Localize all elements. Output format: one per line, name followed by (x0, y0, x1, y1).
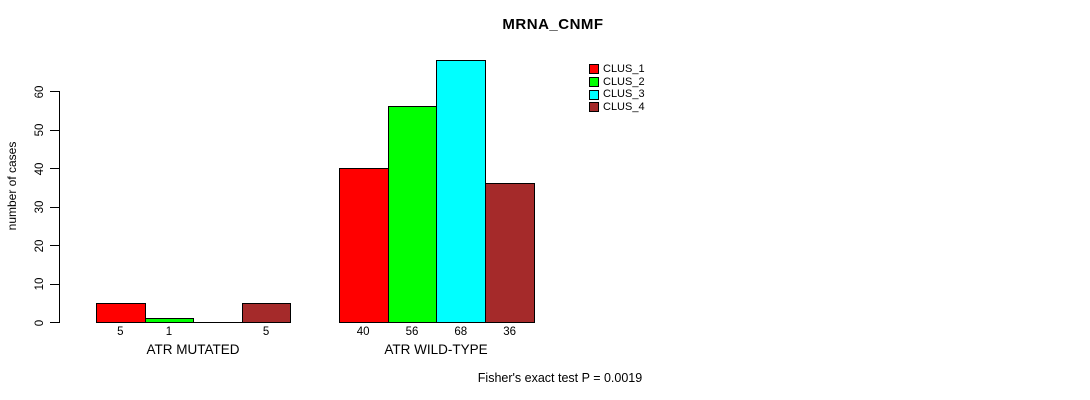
y-axis-tick (50, 283, 59, 285)
bar-clus_4 (241, 302, 292, 323)
bar-value-label: 68 (454, 326, 468, 338)
legend-swatch-clus-2 (589, 77, 599, 88)
legend-item: CLUS_4 (589, 101, 645, 114)
legend-label: CLUS_4 (603, 100, 645, 113)
bar-clus_2 (144, 318, 195, 323)
bar-clus_3 (436, 60, 487, 323)
y-tick-label: 20 (34, 239, 46, 252)
legend: CLUS_1 CLUS_2 CLUS_3 CLUS_4 (589, 63, 645, 114)
y-tick-label: 50 (34, 123, 46, 137)
bar-value-label: 36 (503, 326, 516, 338)
legend-label: CLUS_3 (603, 88, 645, 101)
bar-value-label: 5 (117, 326, 124, 338)
legend-label: CLUS_2 (603, 75, 645, 88)
bar-value-label: 1 (165, 326, 173, 338)
annotation-fisher-test: Fisher's exact test P = 0.0019 (477, 371, 643, 385)
legend-item: CLUS_3 (589, 88, 645, 101)
bar-clus_1 (96, 302, 146, 323)
y-axis-tick (50, 206, 59, 208)
y-axis-tick (50, 91, 59, 92)
y-axis-tick (50, 245, 59, 246)
group-label-atr-mutated: ATR MUTATED (146, 342, 240, 357)
legend-swatch-clus-4 (589, 102, 599, 113)
bar-clus_4 (485, 183, 535, 323)
legend-item: CLUS_2 (589, 76, 645, 89)
y-axis-label: number of cases (5, 141, 19, 231)
bar-value-label: 40 (356, 326, 370, 338)
y-tick-label: 40 (34, 162, 46, 175)
y-tick-label: 10 (34, 277, 46, 291)
y-tick-label: 0 (34, 319, 46, 326)
chart-title: MRNA_CNMF (502, 16, 604, 33)
bar-clus_1 (338, 168, 389, 323)
y-tick-label: 30 (34, 200, 46, 214)
y-axis-line (59, 91, 60, 323)
legend-item: CLUS_1 (589, 63, 645, 76)
y-axis-tick (50, 322, 59, 323)
legend-label: CLUS_1 (603, 62, 645, 75)
bar-value-label: 5 (262, 326, 270, 338)
bar-clus_2 (387, 106, 438, 323)
group-label-atr-wild-type: ATR WILD-TYPE (384, 342, 488, 357)
y-axis-tick (50, 129, 59, 131)
y-axis-tick (50, 168, 59, 169)
bar-value-label: 56 (405, 326, 419, 338)
y-tick-label: 60 (34, 85, 46, 98)
legend-swatch-clus-1 (589, 64, 599, 75)
legend-swatch-clus-3 (589, 89, 599, 100)
